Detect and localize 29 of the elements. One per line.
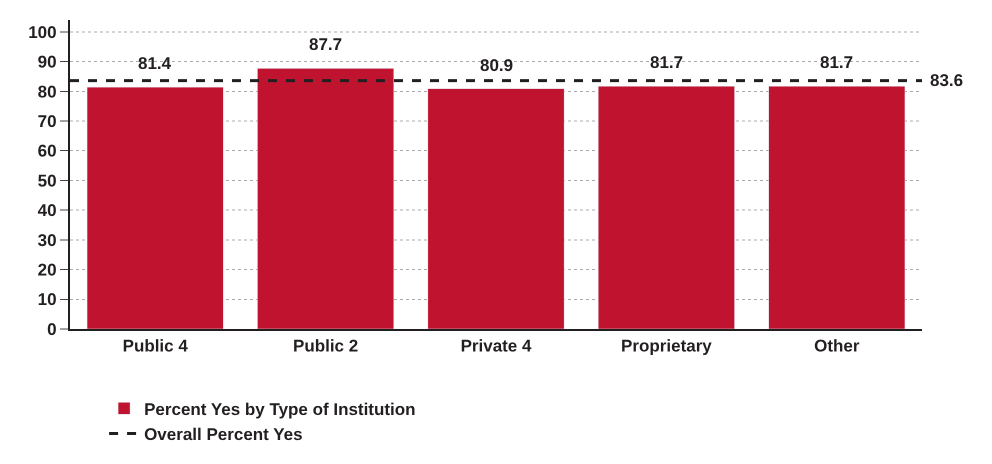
text: 83.6: [930, 71, 964, 90]
data-label: 81.7: [650, 53, 684, 72]
y-tick-label: 50: [38, 171, 57, 190]
data-label: 80.9: [480, 56, 514, 75]
y-tick-label: 70: [38, 112, 57, 131]
x-tick-label: Public 4: [122, 336, 188, 356]
legend-label: Overall Percent Yes: [144, 425, 303, 444]
bar: [86, 86, 224, 329]
x-tick-label: Proprietary: [621, 336, 712, 356]
data-label: 87.7: [309, 35, 342, 54]
y-tick-label: 90: [38, 52, 57, 72]
legend-label: Percent Yes by Type of Institution: [144, 400, 416, 419]
y-tick-label: 40: [38, 201, 57, 220]
y-tick-label: 80: [38, 82, 57, 102]
y-tick-label: 100: [28, 22, 57, 42]
y-tick-label: 30: [38, 230, 57, 250]
data-label: 81.7: [820, 53, 854, 72]
bar: [598, 86, 735, 329]
y-tick-label: 20: [38, 260, 57, 280]
x-tick-label: Other: [814, 336, 860, 356]
bar: [428, 88, 564, 329]
y-tick-label: 60: [38, 142, 57, 161]
x-tick-label: Public 2: [293, 336, 358, 356]
y-tick-label: 0: [47, 320, 57, 339]
bar: [768, 86, 906, 329]
bar: [257, 68, 394, 329]
y-tick-label: 10: [38, 290, 57, 310]
data-label: 81.4: [138, 54, 172, 73]
x-tick-label: Private 4: [460, 336, 532, 356]
